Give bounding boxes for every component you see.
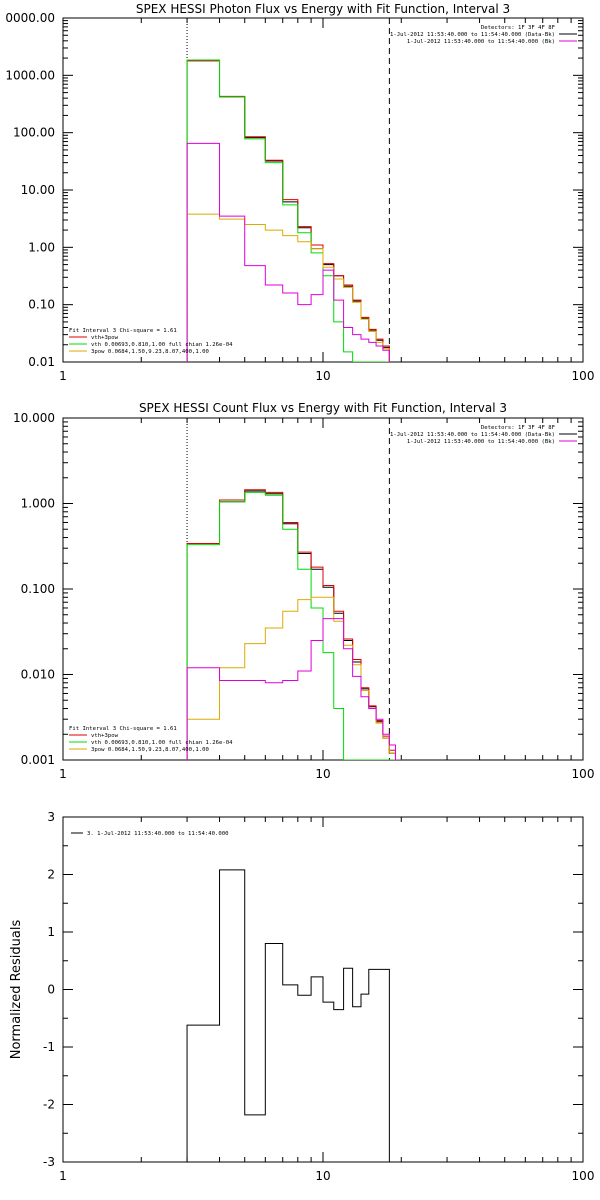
y-tick-label: 0 [47,983,55,997]
series-line-4 [186,142,390,362]
legend-bottomleft-text: Fit Interval 3 Chi-square = 1.61 [69,328,177,334]
x-tick-label: 100 [572,767,595,781]
series-line-4 [186,618,402,760]
series-group [186,59,390,362]
y-tick-label: 0.01 [28,355,55,369]
legend-bottomleft-text: vth 0.00693,0.810,1.00 full chian 1.26e-… [91,342,233,348]
legend-bottomleft-text: 3pow 0.0684,1.50,9.23,8.07,400,1.00 [91,349,209,355]
legend-topright-text: 1-Jul-2012 11:53:40.000 to 11:54:40.000 … [390,432,555,438]
legend-bottomleft-text: vth+3pow [91,733,119,739]
legend-topright-text: 1-Jul-2012 11:53:40.000 to 11:54:40.000 … [407,439,555,445]
legend-topright-text: 1-Jul-2012 11:53:40.000 to 11:54:40.000 … [390,32,555,38]
y-tick-label: 10.000 [13,411,55,425]
legend-bottomleft-text: vth 0.00693,0.810,1.00 full chian 1.26e-… [91,740,233,746]
x-tick-label: 10 [315,1169,330,1183]
y-tick-label: 1 [47,925,55,939]
x-tick-label: 10 [315,369,330,383]
plot-frame [62,17,584,363]
series-group [186,869,390,1162]
y-tick-label: 1.00 [28,240,55,254]
y-tick-label: -1 [43,1040,55,1054]
legend-bottomleft-text: vth+3pow [91,335,119,341]
y-tick-label: 0.010 [21,668,55,682]
y-tick-label: -3 [43,1155,55,1169]
y-tick-label: 1000.00 [5,68,55,82]
series-line-3 [186,213,390,362]
legend-bottomleft-text: Fit Interval 3 Chi-square = 1.61 [69,726,177,732]
y-tick-label: 2 [47,868,55,882]
residuals-y-axis-label: Normalized Residuals [9,920,24,1060]
series-line-0 [186,869,390,1162]
y-tick-label: 0.10 [28,298,55,312]
y-tick-label: 3 [47,810,55,824]
x-tick-label: 100 [572,369,595,383]
legend-topleft-text: 3. 1-Jul-2012 11:53:40.000 to 11:54:40.0… [87,831,228,837]
x-tick-label: 1 [59,1169,67,1183]
x-tick-label: 10 [315,767,330,781]
series-line-1 [186,60,390,362]
residuals-panel: Normalized Residuals 1 10 100 -3 -2 -1 0 1 2 3 3. … [9,810,594,1183]
x-tick-label: 100 [572,1169,595,1183]
y-tick-label: -2 [43,1098,55,1112]
y-tick-label: 0.100 [21,582,55,596]
legend-bottomleft-text: 3pow 0.0684,1.50,9.23,8.07,400,1.00 [91,747,209,753]
photon-panel-title: SPEX HESSI Photon Flux vs Energy with Fi… [136,2,510,16]
photon-flux-panel: SPEX HESSI Photon Flux vs Energy with Fi… [5,2,594,383]
legend-topright-text: 1-Jul-2012 11:53:40.000 to 11:54:40.000 … [407,39,555,45]
y-tick-label: 0000.00 [5,11,55,25]
legend-topright-text: Detectors: 1F 3F 4F 8F [481,425,556,431]
y-tick-label: 0.001 [21,753,55,767]
series-line-2 [186,491,402,760]
series-line-0 [186,60,390,362]
y-tick-label: 100.00 [13,126,55,140]
y-tick-label: 1.000 [21,497,55,511]
series-group [186,489,402,760]
plot-frame [62,417,584,761]
x-tick-label: 1 [59,767,67,781]
legend-topright-text: Detectors: 1F 3F 4F 8F [481,25,556,31]
count-flux-panel: SPEX HESSI Count Flux vs Energy with Fit… [13,401,594,781]
count-panel-title: SPEX HESSI Count Flux vs Energy with Fit… [139,401,507,415]
y-tick-label: 10.00 [21,183,55,197]
series-line-2 [186,59,390,362]
x-tick-label: 1 [59,369,67,383]
